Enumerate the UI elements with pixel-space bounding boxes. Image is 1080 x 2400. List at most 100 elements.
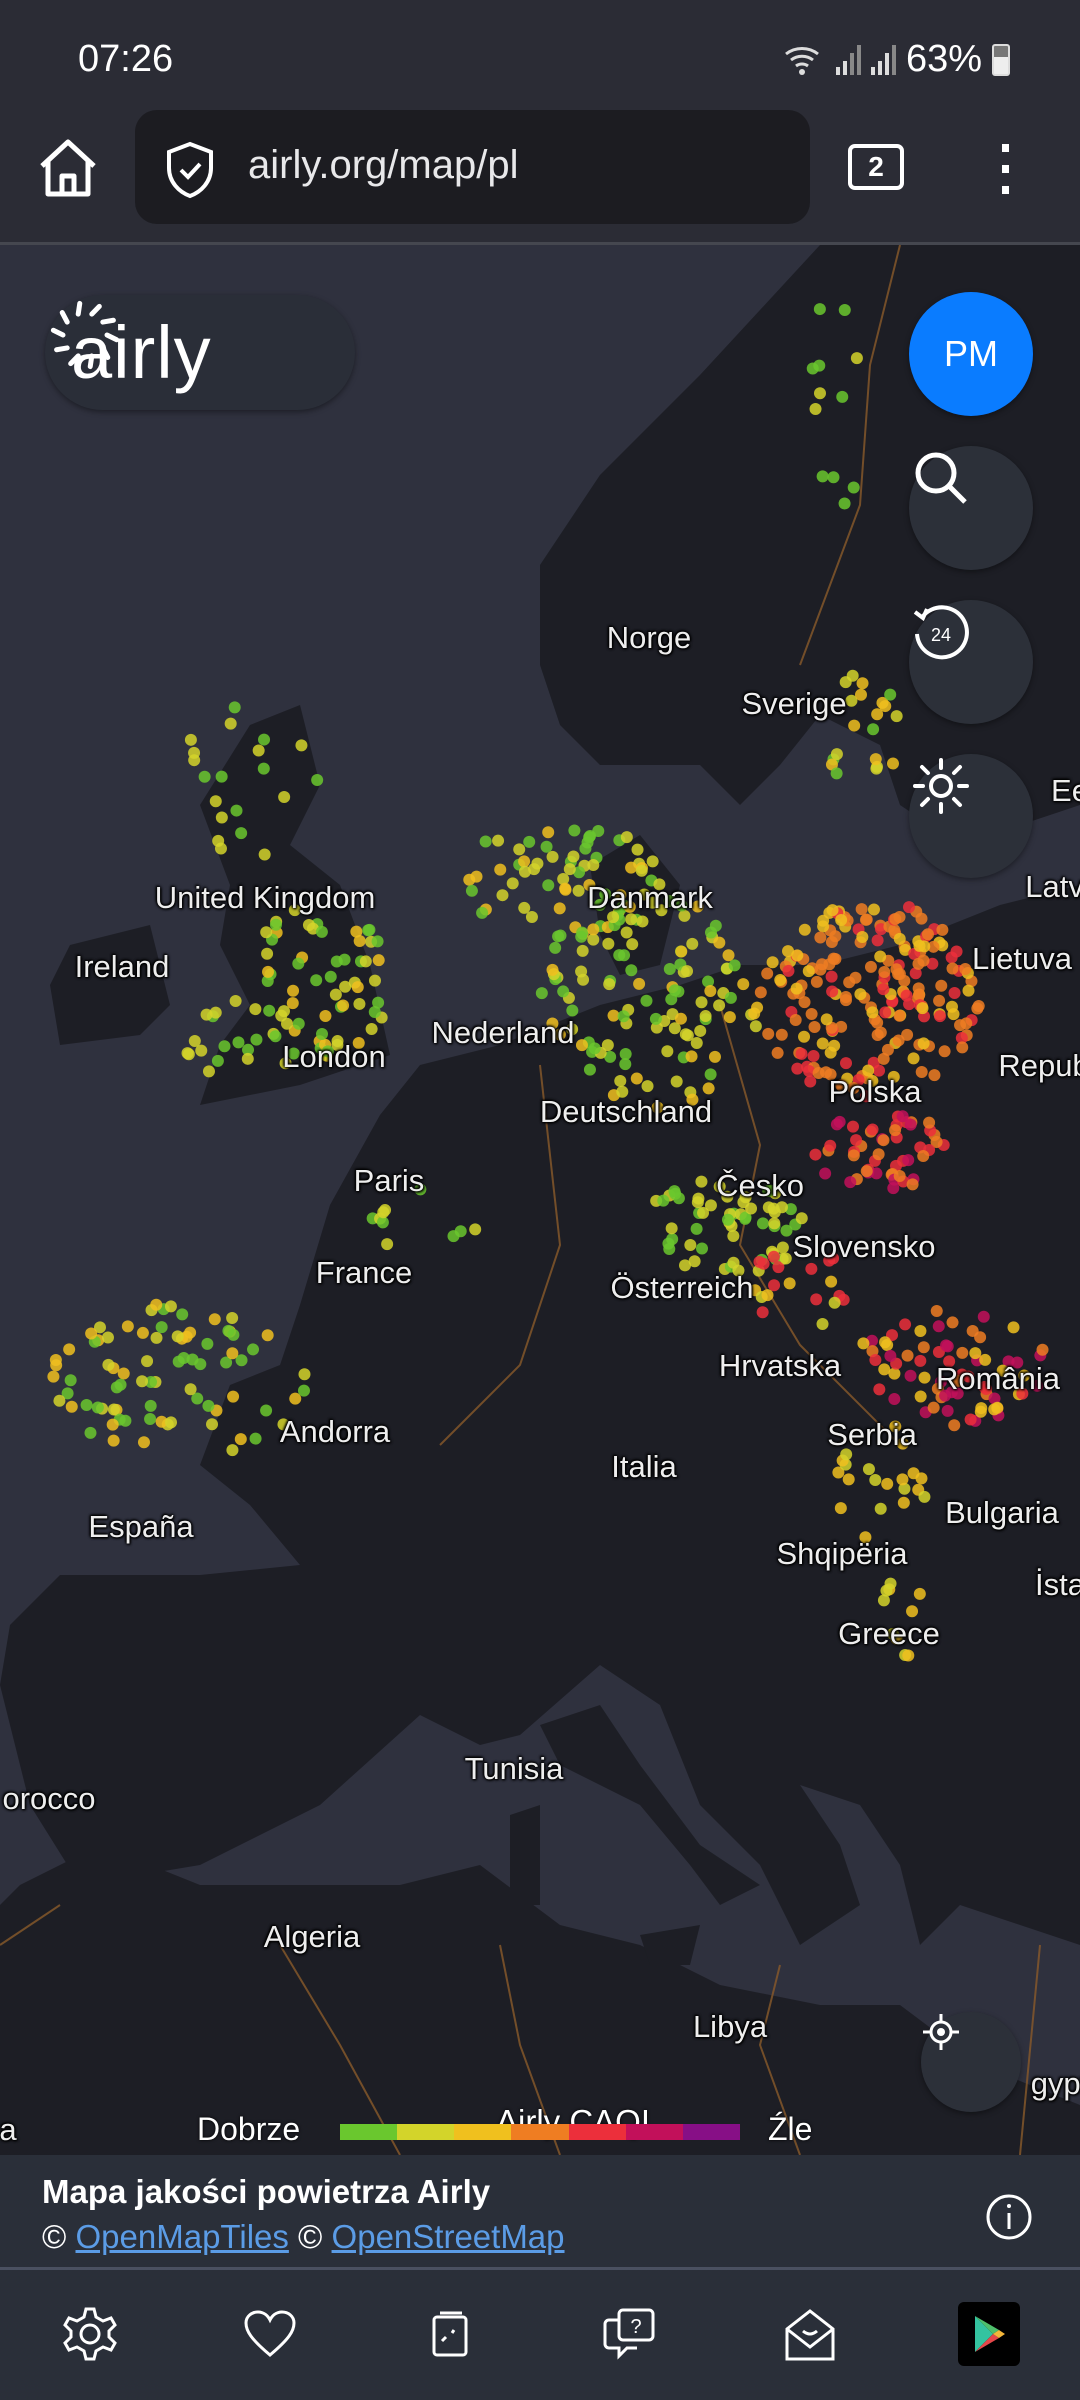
- sensor-marker[interactable]: [80, 1398, 93, 1411]
- sensor-marker[interactable]: [879, 700, 892, 713]
- sensor-marker[interactable]: [53, 1394, 66, 1407]
- sensor-marker[interactable]: [617, 1010, 630, 1023]
- sensor-marker[interactable]: [376, 1216, 389, 1229]
- sensor-marker[interactable]: [840, 1057, 853, 1070]
- sensor-marker[interactable]: [898, 1482, 911, 1495]
- sensor-marker[interactable]: [745, 1202, 758, 1215]
- sensor-marker[interactable]: [260, 1404, 273, 1417]
- sensor-marker[interactable]: [286, 997, 299, 1010]
- sensor-marker[interactable]: [783, 1277, 796, 1290]
- sensor-marker[interactable]: [542, 826, 555, 839]
- sensor-marker[interactable]: [678, 909, 691, 922]
- sensor-marker[interactable]: [762, 1027, 775, 1040]
- sensor-marker[interactable]: [898, 974, 911, 987]
- sensor-marker[interactable]: [721, 1190, 734, 1203]
- airly-logo[interactable]: airly: [45, 295, 355, 410]
- sensor-marker[interactable]: [631, 843, 644, 856]
- sensor-marker[interactable]: [566, 1004, 579, 1017]
- sensor-marker[interactable]: [188, 746, 201, 759]
- sensor-marker[interactable]: [1002, 1355, 1015, 1368]
- sensor-marker[interactable]: [614, 889, 627, 902]
- sensor-marker[interactable]: [593, 898, 606, 911]
- sensor-marker[interactable]: [690, 1036, 703, 1049]
- sensor-marker[interactable]: [575, 1039, 588, 1052]
- sensor-marker[interactable]: [936, 939, 949, 952]
- sensor-marker[interactable]: [372, 996, 385, 1009]
- contact-button[interactable]: [778, 2302, 842, 2366]
- sensor-marker[interactable]: [47, 1370, 60, 1383]
- sensor-marker[interactable]: [946, 1316, 959, 1329]
- sensor-marker[interactable]: [913, 1587, 926, 1600]
- sensor-marker[interactable]: [137, 1436, 150, 1449]
- sensor-marker[interactable]: [604, 1050, 617, 1063]
- sensor-marker[interactable]: [816, 1037, 829, 1050]
- sensor-marker[interactable]: [873, 1383, 886, 1396]
- sensor-marker[interactable]: [889, 1124, 902, 1137]
- sensor-marker[interactable]: [914, 1390, 927, 1403]
- sensor-marker[interactable]: [573, 866, 586, 879]
- sensor-marker[interactable]: [902, 1154, 915, 1167]
- sensor-marker[interactable]: [917, 1037, 930, 1050]
- sensor-marker[interactable]: [847, 481, 860, 494]
- sensor-marker[interactable]: [599, 888, 612, 901]
- sensor-marker[interactable]: [640, 994, 653, 1007]
- sensor-marker[interactable]: [540, 840, 553, 853]
- sensor-marker[interactable]: [319, 1010, 332, 1023]
- sensor-marker[interactable]: [869, 753, 882, 766]
- sensor-marker[interactable]: [675, 899, 688, 912]
- sensor-marker[interactable]: [708, 1050, 721, 1063]
- sensor-marker[interactable]: [602, 937, 615, 950]
- sensor-marker[interactable]: [912, 982, 925, 995]
- locate-button[interactable]: [921, 2012, 1021, 2112]
- sensor-marker[interactable]: [856, 677, 869, 690]
- sensor-marker[interactable]: [915, 1065, 928, 1078]
- sensor-marker[interactable]: [879, 1336, 892, 1349]
- sensor-marker[interactable]: [713, 936, 726, 949]
- sensor-marker[interactable]: [713, 999, 726, 1012]
- sensor-marker[interactable]: [806, 362, 819, 375]
- sensor-marker[interactable]: [951, 1387, 964, 1400]
- sensor-marker[interactable]: [775, 1028, 788, 1041]
- sensor-marker[interactable]: [566, 1023, 579, 1036]
- sensor-marker[interactable]: [878, 1363, 891, 1376]
- sensor-marker[interactable]: [635, 864, 648, 877]
- sensor-marker[interactable]: [338, 953, 351, 966]
- sensor-marker[interactable]: [835, 913, 848, 926]
- sensor-marker[interactable]: [754, 986, 767, 999]
- info-icon[interactable]: [985, 2193, 1033, 2241]
- sensor-marker[interactable]: [184, 733, 197, 746]
- sensor-marker[interactable]: [1036, 1343, 1049, 1356]
- sensor-marker[interactable]: [218, 1040, 231, 1053]
- sensor-marker[interactable]: [830, 1118, 843, 1131]
- sensor-marker[interactable]: [886, 1627, 899, 1640]
- sensor-marker[interactable]: [906, 1605, 919, 1618]
- sensor-marker[interactable]: [704, 984, 717, 997]
- sensor-marker[interactable]: [279, 1057, 292, 1070]
- sensor-marker[interactable]: [713, 1180, 726, 1193]
- sensor-marker[interactable]: [641, 1080, 654, 1093]
- sensor-marker[interactable]: [619, 1048, 632, 1061]
- sensor-marker[interactable]: [164, 1300, 177, 1313]
- sensor-marker[interactable]: [827, 471, 840, 484]
- sensor-marker[interactable]: [665, 1222, 678, 1235]
- sensor-marker[interactable]: [228, 701, 241, 714]
- sensor-marker[interactable]: [685, 1050, 698, 1063]
- sensor-marker[interactable]: [814, 963, 827, 976]
- sensor-marker[interactable]: [649, 1012, 662, 1025]
- sensor-marker[interactable]: [849, 971, 862, 984]
- sensor-marker[interactable]: [85, 1327, 98, 1340]
- sensor-marker[interactable]: [201, 1337, 214, 1350]
- sensor-marker[interactable]: [896, 1110, 909, 1123]
- sensor-marker[interactable]: [184, 1383, 197, 1396]
- sensor-marker[interactable]: [809, 402, 822, 415]
- sensor-marker[interactable]: [625, 964, 638, 977]
- sensor-marker[interactable]: [901, 1028, 914, 1041]
- help-button[interactable]: ?: [598, 2302, 662, 2366]
- sensor-marker[interactable]: [761, 967, 774, 980]
- sensor-marker[interactable]: [670, 1075, 683, 1088]
- sensor-marker[interactable]: [813, 303, 826, 316]
- sensor-marker[interactable]: [879, 1006, 892, 1019]
- sensor-marker[interactable]: [352, 1036, 365, 1049]
- sensor-marker[interactable]: [1007, 1321, 1020, 1334]
- sensor-marker[interactable]: [847, 1081, 860, 1094]
